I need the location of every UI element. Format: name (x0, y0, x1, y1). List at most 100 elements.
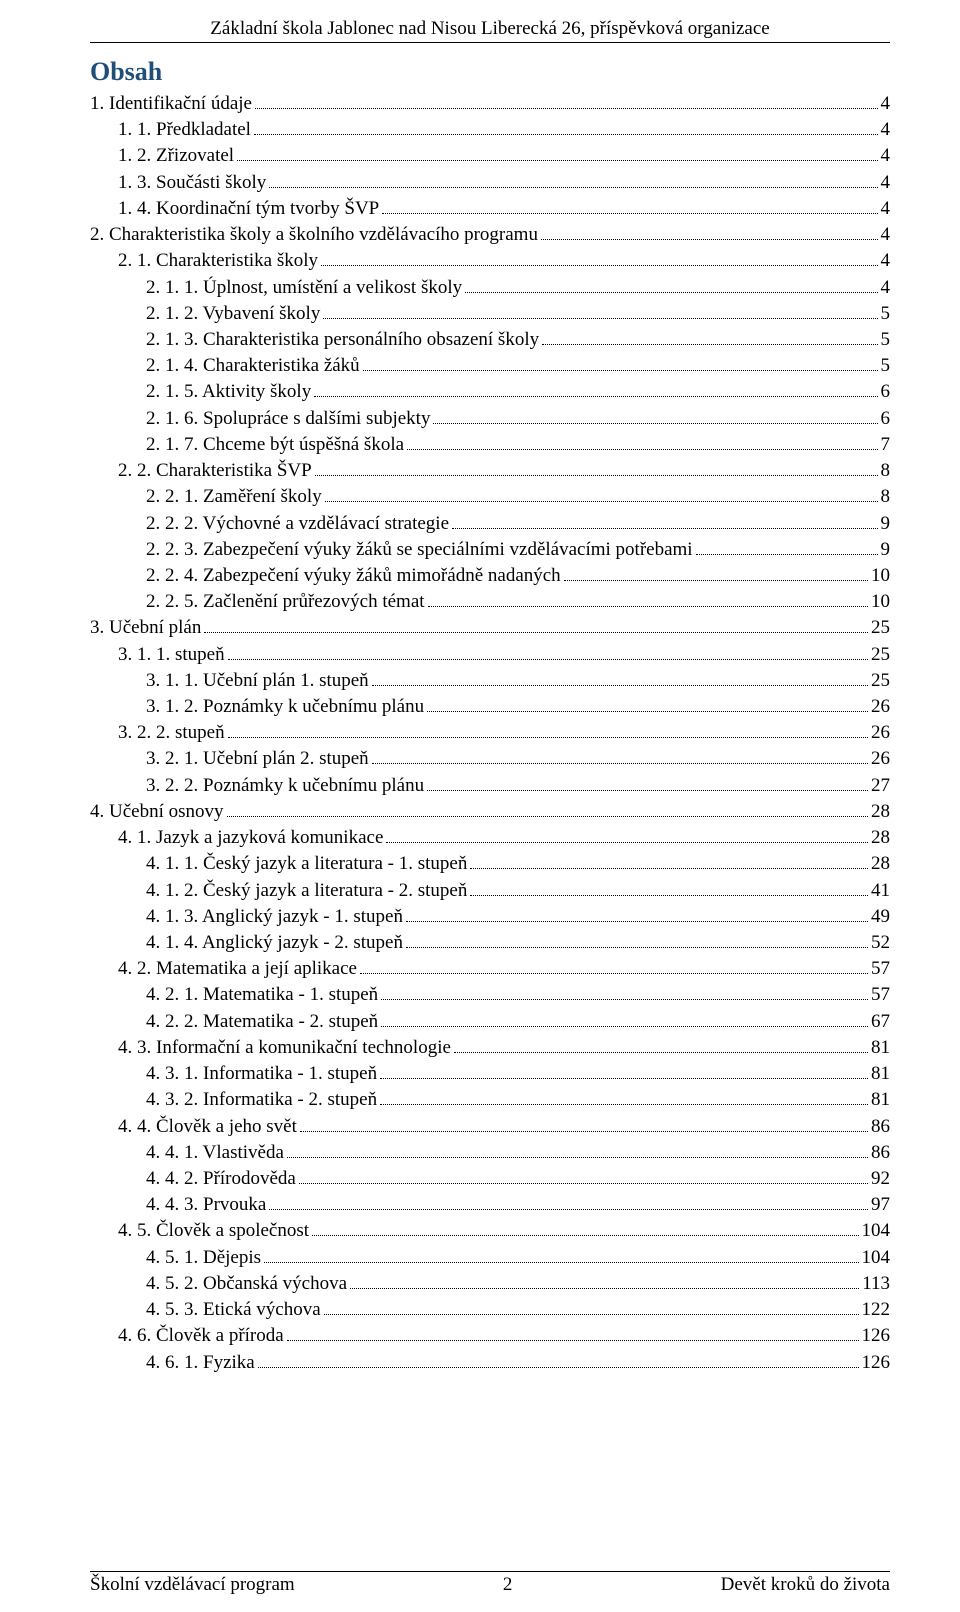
toc-leader-dots (228, 649, 868, 659)
toc-row: 4. 4. 2. Přírodověda 92 (90, 1166, 890, 1192)
toc-page: 4 (881, 248, 891, 274)
toc-page: 92 (871, 1166, 890, 1192)
toc-row: 1. 1. Předkladatel 4 (90, 117, 890, 143)
toc-row: 2. Charakteristika školy a školního vzdě… (90, 222, 890, 248)
toc-page: 4 (881, 170, 891, 196)
toc-row: 3. Učební plán 25 (90, 615, 890, 641)
toc-page: 28 (871, 799, 890, 825)
toc-page: 8 (881, 484, 891, 510)
toc-leader-dots (269, 1200, 868, 1210)
toc-leader-dots (696, 544, 878, 554)
toc-label: 2. 1. 6. Spolupráce s dalšími subjekty (146, 406, 430, 432)
toc-leader-dots (381, 1016, 868, 1026)
toc-page: 26 (871, 746, 890, 772)
toc-page: 57 (871, 956, 890, 982)
toc-row: 1. 2. Zřizovatel 4 (90, 143, 890, 169)
toc-page: 57 (871, 982, 890, 1008)
toc-label: 2. 1. 1. Úplnost, umístění a velikost šk… (146, 275, 462, 301)
toc-page: 4 (881, 275, 891, 301)
toc-leader-dots (360, 964, 868, 974)
toc-leader-dots (382, 203, 877, 213)
toc-page: 67 (871, 1009, 890, 1035)
toc-leader-dots (299, 1174, 868, 1184)
toc-leader-dots (470, 859, 868, 869)
toc-row: 3. 1. 1. Učební plán 1. stupeň 25 (90, 668, 890, 694)
toc-leader-dots (433, 413, 877, 423)
toc-page: 104 (862, 1218, 891, 1244)
toc-row: 4. 6. 1. Fyzika 126 (90, 1350, 890, 1376)
toc-row: 3. 1. 1. stupeň 25 (90, 642, 890, 668)
toc-leader-dots (386, 833, 868, 843)
toc-page: 9 (881, 511, 891, 537)
toc-leader-dots (541, 230, 878, 240)
toc-leader-dots (321, 256, 878, 266)
toc-label: 4. 1. 4. Anglický jazyk - 2. stupeň (146, 930, 403, 956)
toc-label: 4. 4. 3. Prvouka (146, 1192, 266, 1218)
toc-page: 28 (871, 851, 890, 877)
toc-page: 86 (871, 1114, 890, 1140)
toc-page: 25 (871, 615, 890, 641)
toc-row: 4. 1. 3. Anglický jazyk - 1. stupeň 49 (90, 904, 890, 930)
toc-leader-dots (314, 387, 877, 397)
toc-page: 6 (881, 406, 891, 432)
toc-page: 6 (881, 379, 891, 405)
toc-page: 10 (871, 589, 890, 615)
toc-label: 3. 2. 2. Poznámky k učebnímu plánu (146, 773, 424, 799)
toc-page: 52 (871, 930, 890, 956)
toc-label: 3. 1. 2. Poznámky k učebnímu plánu (146, 694, 424, 720)
toc-label: 2. 1. 3. Charakteristika personálního ob… (146, 327, 539, 353)
toc-row: 4. 4. 1. Vlastivěda 86 (90, 1140, 890, 1166)
toc-row: 2. 2. 5. Začlenění průřezových témat 10 (90, 589, 890, 615)
toc-page: 49 (871, 904, 890, 930)
toc-row: 2. 1. 6. Spolupráce s dalšími subjekty 6 (90, 406, 890, 432)
toc-label: 2. 2. 5. Začlenění průřezových témat (146, 589, 425, 615)
table-of-contents: 1. Identifikační údaje 41. 1. Předkladat… (90, 91, 890, 1376)
toc-page: 5 (881, 301, 891, 327)
toc-page: 10 (871, 563, 890, 589)
toc-label: 2. 2. 1. Zaměření školy (146, 484, 322, 510)
toc-leader-dots (542, 335, 877, 345)
toc-label: 2. 1. 5. Aktivity školy (146, 379, 311, 405)
toc-page: 4 (881, 222, 891, 248)
toc-label: 1. 1. Předkladatel (118, 117, 251, 143)
toc-label: 4. 3. Informační a komunikační technolog… (118, 1035, 451, 1061)
toc-page: 25 (871, 668, 890, 694)
toc-label: 4. 6. 1. Fyzika (146, 1350, 255, 1376)
toc-leader-dots (406, 938, 868, 948)
toc-label: 2. 1. 2. Vybavení školy (146, 301, 320, 327)
toc-leader-dots (258, 1357, 859, 1367)
toc-row: 4. 1. Jazyk a jazyková komunikace 28 (90, 825, 890, 851)
toc-page: 126 (862, 1323, 891, 1349)
toc-leader-dots (254, 125, 878, 135)
toc-page: 26 (871, 694, 890, 720)
toc-row: 4. 1. 2. Český jazyk a literatura - 2. s… (90, 878, 890, 904)
toc-label: 2. 1. Charakteristika školy (118, 248, 318, 274)
toc-leader-dots (465, 282, 877, 292)
toc-row: 2. 1. 4. Charakteristika žáků 5 (90, 353, 890, 379)
toc-label: 2. 2. 2. Výchovné a vzdělávací strategie (146, 511, 449, 537)
toc-leader-dots (470, 885, 868, 895)
toc-page: 25 (871, 642, 890, 668)
toc-label: 1. 3. Součásti školy (118, 170, 266, 196)
toc-leader-dots (452, 518, 877, 528)
footer-left: Školní vzdělávací program (90, 1574, 295, 1596)
toc-label: 2. Charakteristika školy a školního vzdě… (90, 222, 538, 248)
toc-row: 4. 4. 3. Prvouka 97 (90, 1192, 890, 1218)
toc-label: 1. 4. Koordinační tým tvorby ŠVP (118, 196, 379, 222)
toc-leader-dots (315, 466, 878, 476)
toc-row: 1. 3. Součásti školy 4 (90, 170, 890, 196)
toc-page: 97 (871, 1192, 890, 1218)
toc-page: 86 (871, 1140, 890, 1166)
toc-leader-dots (287, 1147, 868, 1157)
toc-leader-dots (269, 177, 877, 187)
toc-leader-dots (380, 1095, 868, 1105)
toc-row: 4. 1. 4. Anglický jazyk - 2. stupeň 52 (90, 930, 890, 956)
toc-label: 4. 3. 1. Informatika - 1. stupeň (146, 1061, 377, 1087)
toc-row: 2. 1. 5. Aktivity školy 6 (90, 379, 890, 405)
toc-page: 27 (871, 773, 890, 799)
toc-leader-dots (255, 99, 878, 109)
toc-label: 3. Učební plán (90, 615, 201, 641)
toc-row: 4. 2. 2. Matematika - 2. stupeň 67 (90, 1009, 890, 1035)
page-header: Základní škola Jablonec nad Nisou Libere… (90, 18, 890, 43)
toc-leader-dots (454, 1042, 868, 1052)
